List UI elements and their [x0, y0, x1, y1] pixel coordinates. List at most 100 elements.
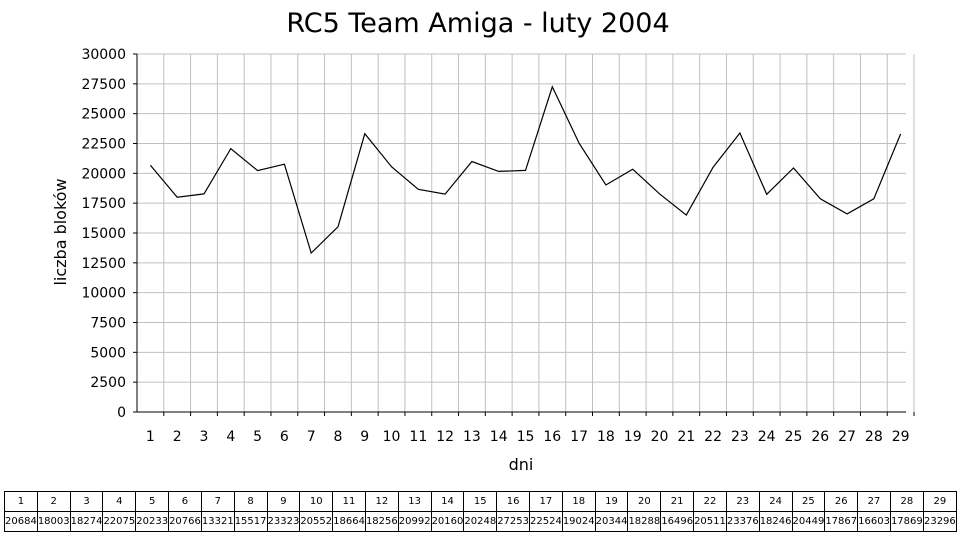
series-line [149, 85, 902, 255]
table-day-cell: 1 [4, 491, 38, 512]
table-value-cell: 20766 [168, 511, 202, 532]
table-value-cell: 17869 [889, 511, 924, 532]
x-tick-label: 3 [200, 429, 209, 445]
x-tick-label: 21 [677, 429, 695, 445]
table-value-cell: 18288 [627, 511, 662, 532]
table-value-cell: 18274 [69, 511, 104, 532]
table-value-cell: 20992 [397, 511, 432, 532]
table-day-cell: 14 [430, 491, 465, 512]
table-day-cell: 21 [660, 491, 695, 512]
table-value-cell: 18246 [758, 511, 793, 532]
y-tick-label: 2500 [90, 375, 126, 391]
table-value-cell: 23296 [922, 511, 958, 532]
x-tick-label: 7 [307, 429, 316, 445]
x-tick-label: 26 [811, 429, 829, 445]
x-axis-ticks: 1 2 3 4 5 6 7 8 9 10 11 12 13 14 15 16 17 18 19 20 21 22 23 24 2… [146, 412, 915, 445]
table-day-cell: 11 [332, 491, 366, 512]
table-value-cell: 16603 [857, 511, 891, 532]
x-tick-label: 5 [253, 429, 262, 445]
table-value-cell: 20511 [693, 511, 727, 532]
table-day-cell: 3 [69, 491, 104, 512]
y-tick-label: 25000 [81, 107, 126, 123]
table-value-cell: 20684 [4, 511, 38, 532]
table-value-cell: 20248 [463, 511, 498, 532]
table-value-cell: 18664 [332, 511, 366, 532]
x-tick-label: 16 [543, 429, 561, 445]
table-header-row: 1 2 3 4 5 6 7 8 9 10 11 12 13 14 15 16 17 18 19 20 21 22 23 24 2… [4, 491, 958, 512]
table-day-cell: 16 [496, 491, 530, 512]
x-tick-label: 29 [892, 429, 910, 445]
table-value-cell: 20233 [135, 511, 170, 532]
y-tick-label: 12500 [81, 256, 126, 272]
x-tick-label: 22 [704, 429, 722, 445]
table-value-cell: 22524 [529, 511, 563, 532]
table-value-cell: 20344 [594, 511, 629, 532]
table-value-cell: 27253 [496, 511, 530, 532]
x-tick-label: 1 [146, 429, 155, 445]
series-layer [149, 85, 902, 255]
x-tick-label: 13 [463, 429, 481, 445]
table-day-cell: 12 [364, 491, 399, 512]
x-tick-label: 4 [226, 429, 235, 445]
table-day-cell: 25 [791, 491, 826, 512]
table-day-cell: 17 [529, 491, 563, 512]
table-day-cell: 26 [824, 491, 859, 512]
table-value-cell: 20160 [430, 511, 465, 532]
table-value-cell: 18256 [364, 511, 399, 532]
table-day-cell: 9 [266, 491, 301, 512]
table-day-cell: 28 [889, 491, 924, 512]
table-value-cell: 20552 [299, 511, 334, 532]
x-tick-label: 18 [597, 429, 615, 445]
table-day-cell: 13 [397, 491, 432, 512]
table-day-cell: 8 [233, 491, 268, 512]
x-tick-label: 23 [731, 429, 749, 445]
grid [137, 53, 915, 412]
y-axis-label: liczba bloków [51, 178, 70, 285]
x-tick-label: 2 [173, 429, 182, 445]
table-day-cell: 27 [857, 491, 891, 512]
table-value-cell: 23376 [725, 511, 760, 532]
x-tick-label: 24 [758, 429, 776, 445]
x-axis-label: dni [509, 455, 534, 474]
table-day-cell: 15 [463, 491, 498, 512]
table-value-cell: 18003 [36, 511, 71, 532]
table-day-cell: 19 [594, 491, 629, 512]
table-value-row: 20684 18003 18274 22075 20233 20766 13321 15517… [4, 511, 958, 532]
table-value-cell: 19024 [561, 511, 596, 532]
y-tick-label: 5000 [90, 345, 126, 361]
x-tick-label: 9 [360, 429, 369, 445]
table-day-cell: 29 [922, 491, 958, 512]
table-value-cell: 20449 [791, 511, 826, 532]
table-day-cell: 6 [168, 491, 202, 512]
table-day-cell: 5 [135, 491, 170, 512]
table-day-cell: 7 [200, 491, 235, 512]
x-tick-label: 10 [383, 429, 401, 445]
table-day-cell: 18 [561, 491, 596, 512]
y-tick-label: 20000 [81, 166, 126, 182]
table-day-cell: 22 [693, 491, 727, 512]
x-tick-label: 6 [280, 429, 289, 445]
y-tick-label: 15000 [81, 226, 126, 242]
x-tick-label: 14 [490, 429, 508, 445]
x-tick-label: 11 [409, 429, 427, 445]
y-axis-ticks: 0 2500 5000 7500 10000 12500 15000 17500 20000 22… [81, 47, 137, 421]
y-tick-label: 0 [117, 405, 126, 421]
table-value-cell: 23323 [266, 511, 301, 532]
line-chart: RC5 Team Amiga - luty 2004 0 2500 5000 7500… [51, 8, 915, 474]
table-value-cell: 17867 [824, 511, 859, 532]
x-tick-label: 28 [865, 429, 883, 445]
chart-title: RC5 Team Amiga - luty 2004 [286, 8, 669, 39]
table-day-cell: 2 [36, 491, 71, 512]
y-tick-label: 27500 [81, 77, 126, 93]
table-value-cell: 15517 [233, 511, 268, 532]
x-tick-label: 17 [570, 429, 588, 445]
y-tick-label: 22500 [81, 137, 126, 153]
x-tick-label: 19 [624, 429, 642, 445]
x-tick-label: 27 [838, 429, 856, 445]
table-value-cell: 22075 [102, 511, 137, 532]
table-day-cell: 23 [725, 491, 760, 512]
y-tick-label: 10000 [81, 286, 126, 302]
table-day-cell: 20 [627, 491, 662, 512]
table-day-cell: 10 [299, 491, 334, 512]
table-day-cell: 4 [102, 491, 137, 512]
